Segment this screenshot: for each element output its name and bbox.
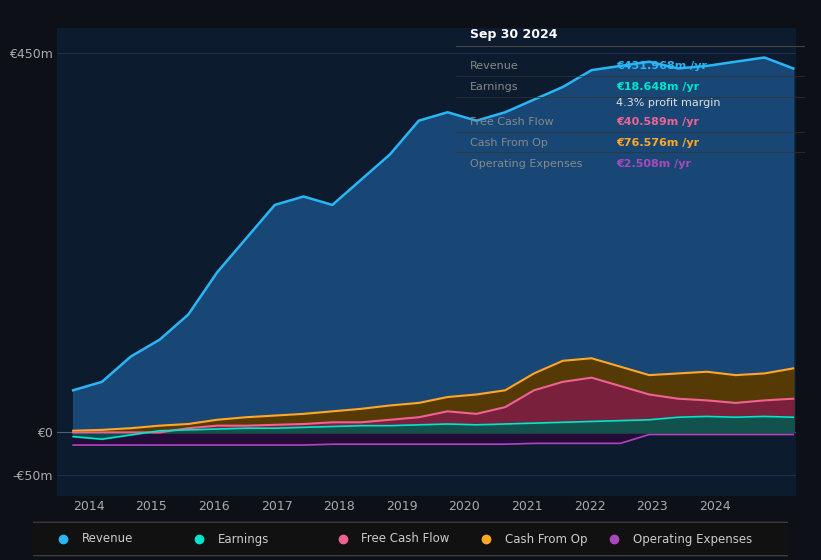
Text: Earnings: Earnings (218, 533, 269, 545)
Text: €431.968m /yr: €431.968m /yr (616, 62, 707, 72)
Text: €18.648m /yr: €18.648m /yr (616, 82, 699, 92)
Text: Revenue: Revenue (470, 62, 518, 72)
Text: Cash From Op: Cash From Op (470, 138, 548, 148)
Text: 4.3% profit margin: 4.3% profit margin (616, 98, 721, 108)
Text: Free Cash Flow: Free Cash Flow (361, 533, 450, 545)
Text: Operating Expenses: Operating Expenses (633, 533, 753, 545)
Text: €76.576m /yr: €76.576m /yr (616, 138, 699, 148)
FancyBboxPatch shape (29, 522, 792, 556)
Text: €2.508m /yr: €2.508m /yr (616, 159, 691, 169)
Text: Earnings: Earnings (470, 82, 518, 92)
Text: Free Cash Flow: Free Cash Flow (470, 118, 553, 127)
Text: Revenue: Revenue (82, 533, 133, 545)
Text: Cash From Op: Cash From Op (505, 533, 587, 545)
Text: Sep 30 2024: Sep 30 2024 (470, 28, 557, 41)
Text: €40.589m /yr: €40.589m /yr (616, 118, 699, 127)
Text: Operating Expenses: Operating Expenses (470, 159, 582, 169)
